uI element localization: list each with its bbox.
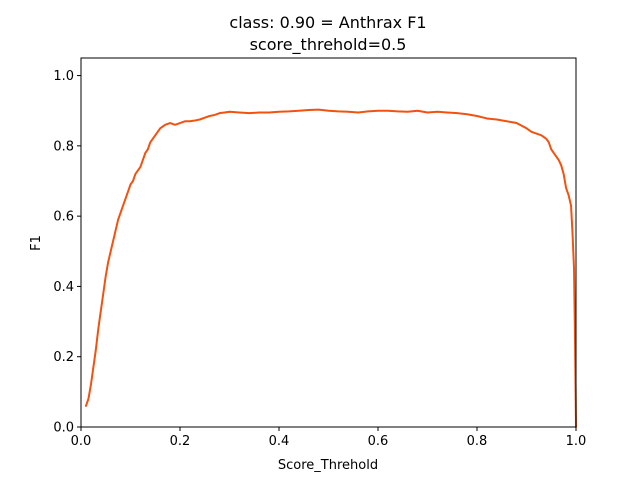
- y-tick-label-4: 0.8: [53, 139, 74, 154]
- y-tick-label-0: 0.0: [53, 421, 74, 436]
- y-tick-label-3: 0.6: [53, 210, 74, 225]
- axes-frame: [80, 57, 577, 428]
- chart-title-line2: score_threhold=0.5: [250, 35, 407, 55]
- chart-title-line1: class: 0.90 = Anthrax F1: [229, 13, 426, 32]
- plot-area: 0.0 0.2 0.4 0.6 0.8 1.0 0.0 0.2 0.4 0.6 0.8 1.0: [53, 57, 587, 449]
- x-tick-label-3: 0.6: [368, 434, 389, 449]
- y-tick-label-2: 0.4: [53, 280, 74, 295]
- series-line-0: [84, 108, 577, 428]
- x-tick-label-4: 0.8: [467, 434, 488, 449]
- y-axis-label: F1: [29, 235, 44, 251]
- x-axis-label: Score_Threhold: [278, 458, 378, 473]
- x-tick-label-5: 1.0: [566, 434, 587, 449]
- x-tick-label-0: 0.0: [71, 434, 92, 449]
- x-tick-label-1: 0.2: [170, 434, 191, 449]
- x-tick-label-2: 0.4: [269, 434, 290, 449]
- y-tick-label-1: 0.2: [53, 350, 74, 365]
- y-tick-label-5: 1.0: [53, 69, 74, 84]
